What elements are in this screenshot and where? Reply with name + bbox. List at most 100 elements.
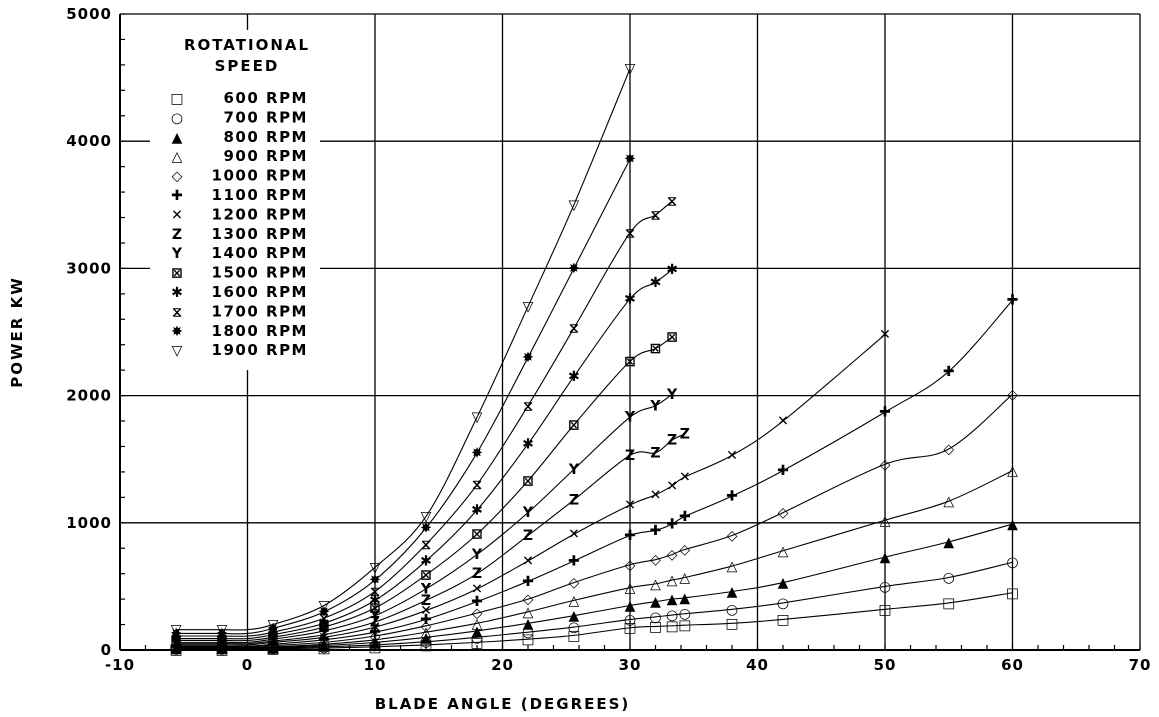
data-point-marker: Z [523, 528, 533, 544]
legend-label: 800 RPM [223, 128, 308, 146]
data-point-marker: ▽ [569, 197, 580, 213]
data-point-marker: ✚ [679, 509, 691, 525]
data-point-marker: ▽ [472, 410, 483, 426]
chart-axes [119, 13, 1141, 651]
legend-marker: △ [172, 149, 183, 165]
data-point-marker: ▽ [319, 598, 330, 614]
data-point-marker: ✕ [471, 581, 483, 597]
data-point-marker: Z [217, 636, 227, 652]
y-tick-label: 2000 [66, 387, 112, 405]
x-tick-label: -10 [105, 656, 135, 674]
series-600-rpm: □ □ □ □ □ □ □ □ □ □ □ □ □ □ □□ □□ [169, 585, 1019, 658]
data-point-marker: ▽ [625, 61, 636, 77]
data-point-marker: △ [472, 616, 483, 632]
data-point-marker: ▲ [650, 594, 661, 610]
data-point-marker: ✸ [318, 604, 330, 620]
data-point-marker: △ [421, 625, 432, 641]
data-point-marker: □ [776, 612, 789, 628]
legend-label: 700 RPM [223, 108, 308, 126]
data-point-marker: ◇ [523, 592, 534, 608]
legend-marker: □ [170, 91, 183, 107]
data-point-marker: ✱ [522, 436, 534, 452]
data-point-marker: ⊠ [216, 633, 228, 649]
legend-title-line-1: ROTATIONAL [184, 36, 310, 54]
data-point-marker: ○ [471, 630, 483, 646]
data-point-marker: □ [678, 618, 691, 634]
legend-marker: Z [172, 227, 182, 243]
data-point-marker: ▲ [778, 575, 789, 591]
data-point-marker: ✸ [420, 520, 432, 536]
data-point-marker: ⧖ [523, 398, 533, 414]
legend-marker: ✚ [171, 188, 183, 204]
data-point-marker: ▲ [217, 641, 228, 657]
data-point-marker: ▲ [268, 640, 279, 656]
data-point-marker: ✱ [369, 593, 381, 609]
data-point-marker: △ [667, 573, 678, 589]
data-point-marker: Z [370, 615, 380, 631]
data-point-marker: ▲ [370, 635, 381, 651]
data-point-marker: ○ [318, 639, 330, 655]
data-point-marker: ✕ [568, 527, 580, 543]
data-point-marker: ◇ [667, 547, 678, 563]
data-point-marker: ⧖ [370, 584, 380, 600]
data-point-marker: ⧖ [319, 611, 329, 627]
data-point-marker: ▲ [421, 630, 432, 646]
data-point-marker: ✱ [666, 262, 678, 278]
legend-label: 1000 RPM [212, 167, 308, 185]
legend-marker: ◇ [172, 169, 183, 185]
data-point-marker: △ [171, 640, 182, 656]
data-point-marker: □ [878, 602, 891, 618]
data-point-marker: ✱ [318, 616, 330, 632]
data-point-marker: ✱ [170, 631, 182, 647]
data-point-marker: ▽ [421, 509, 432, 525]
data-point-marker: ▽ [171, 622, 182, 638]
data-point-marker: ▽ [370, 560, 381, 576]
data-point-marker: ✚ [170, 639, 182, 655]
x-tick-label: 30 [619, 656, 642, 674]
data-point-marker: ✕ [170, 637, 182, 653]
data-point-marker: ⊠ [369, 601, 381, 617]
data-point-marker: ✱ [568, 369, 580, 385]
data-point-marker: ✕ [679, 470, 691, 486]
data-point-marker: ◇ [943, 442, 954, 458]
data-point-marker: △ [569, 593, 580, 609]
x-tick-label: 20 [491, 656, 514, 674]
x-tick-label: 60 [1001, 656, 1024, 674]
data-point-marker: ○ [1006, 555, 1018, 571]
legend-label: 1300 RPM [212, 225, 308, 243]
legend-marker: ✸ [171, 324, 183, 340]
series-900-rpm: △ △ △ △ △ △△△△△ △ △ △△△△△△ [171, 463, 1018, 656]
data-point-marker: △ [943, 494, 954, 510]
y-axis-title: POWER KW [8, 276, 26, 387]
data-point-marker: ✚ [522, 574, 534, 590]
data-point-marker: △ [880, 513, 891, 529]
data-point-marker: ✱ [624, 291, 636, 307]
data-point-marker: Y [522, 505, 534, 521]
x-tick-label: 70 [1129, 656, 1152, 674]
data-point-marker: ✚ [1007, 293, 1019, 309]
series-line [176, 523, 1013, 649]
data-point-marker: ◇ [472, 606, 483, 622]
series-1500-rpm: ⊠ ⊠ ⊠⊠⊠⊠⊠⊠⊠⊠⊠⊠ [170, 330, 678, 649]
data-point-marker: ⧖ [625, 225, 635, 241]
series-1100-rpm: ✚ ✚ ✚ ✚ ✚✚✚✚✚✚ ✚ ✚ ✚✚✚✚✚✚ [170, 293, 1018, 655]
data-point-marker: ○ [943, 570, 955, 586]
data-point-marker: ◇ [727, 528, 738, 544]
y-tick-label: 4000 [66, 132, 112, 150]
data-point-marker: ✕ [216, 637, 228, 653]
data-point-marker: △ [778, 543, 789, 559]
data-point-marker: □ [1006, 585, 1019, 601]
data-point-marker: Z [650, 445, 660, 461]
series-line [176, 433, 686, 645]
data-point-marker: ⊠ [650, 341, 662, 357]
legend-label: 600 RPM [223, 89, 308, 107]
data-point-marker: ○ [726, 602, 738, 618]
y-tick-label: 1000 [66, 514, 112, 532]
data-point-marker: □ [368, 639, 381, 655]
data-point-marker: ✚ [726, 489, 738, 505]
data-point-marker: △ [523, 604, 534, 620]
data-point-marker: ✱ [650, 275, 662, 291]
data-point-marker: □ [623, 620, 636, 636]
